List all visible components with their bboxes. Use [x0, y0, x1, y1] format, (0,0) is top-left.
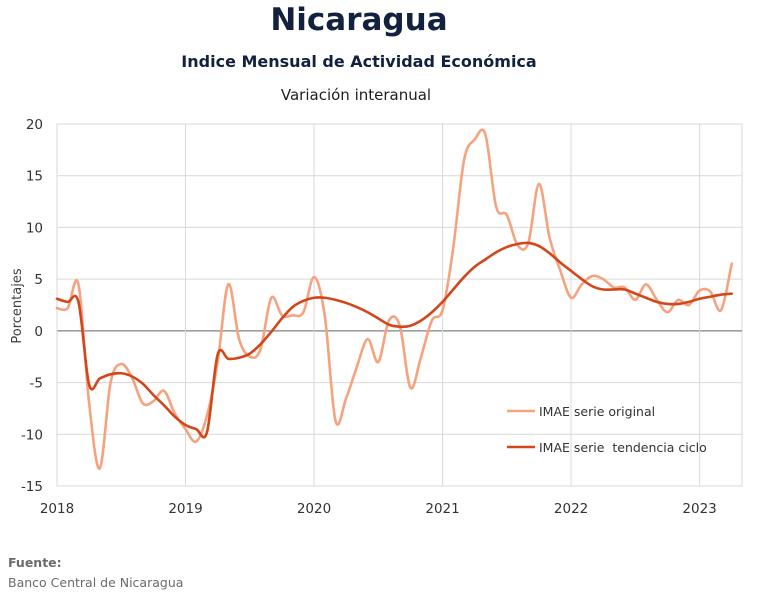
chart-title: Nicaragua: [270, 2, 448, 38]
x-tick-label: 2020: [297, 501, 331, 517]
chart-subtitle-secondary: Variación interanual: [280, 86, 432, 104]
y-tick-label: -5: [30, 376, 43, 392]
chart-subtitle: Indice Mensual de Actividad Económica: [181, 52, 537, 71]
y-tick-label: 0: [34, 324, 43, 340]
y-axis-label: Porcentajes: [10, 268, 25, 343]
y-tick-label: 20: [26, 117, 43, 133]
grid-layer: [56, 123, 743, 487]
plot-frame: [56, 123, 743, 487]
source-label: Fuente:: [8, 555, 62, 570]
y-tick-label: 5: [34, 272, 43, 288]
legend-label-trend: IMAE serie tendencia ciclo: [539, 440, 707, 455]
x-tick-label: 2019: [168, 501, 202, 517]
series-layer: [55, 128, 734, 470]
y-tick-label: -10: [21, 427, 43, 443]
series-line-original: [55, 128, 734, 470]
y-tick-label: 10: [26, 220, 43, 236]
legend: IMAE serie original IMAE serie tendencia…: [507, 404, 707, 455]
y-tick-label: 15: [26, 169, 43, 185]
series-line-trend: [55, 241, 734, 439]
source-value: Banco Central de Nicaragua: [8, 575, 184, 590]
legend-label-original: IMAE serie original: [539, 404, 655, 419]
tick-labels: -15 -10 -5 0 5 10 15 20 2018 2019 2020 2021 2022 2023: [21, 117, 717, 517]
x-tick-label: 2022: [554, 501, 588, 517]
y-tick-label: -15: [21, 479, 43, 495]
x-tick-label: 2023: [682, 501, 716, 517]
x-tick-label: 2018: [40, 501, 74, 517]
x-tick-label: 2021: [425, 501, 459, 517]
